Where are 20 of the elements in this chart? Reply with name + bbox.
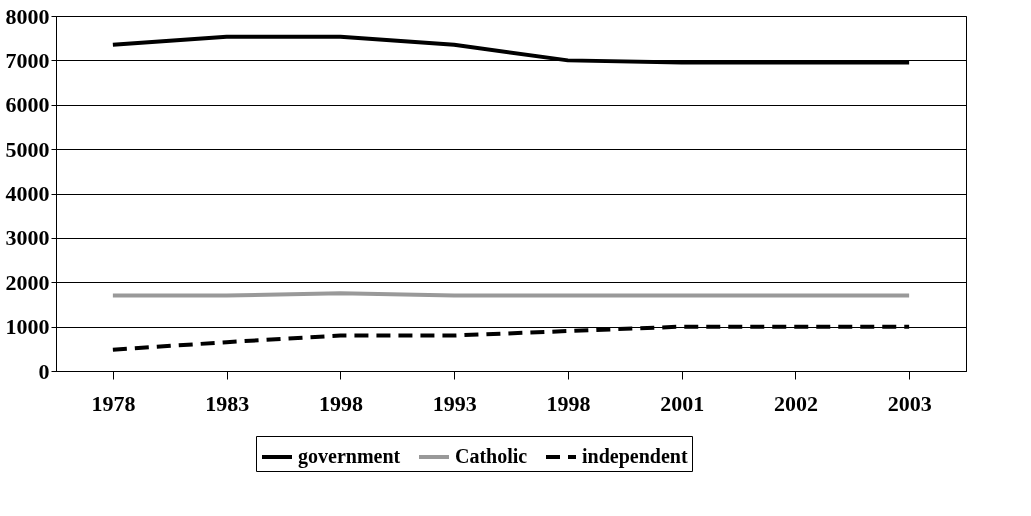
y-tick-label: 0	[38, 358, 50, 384]
x-tick-label: 1993	[432, 390, 477, 416]
y-tick-label: 2000	[5, 269, 50, 295]
legend-label: independent	[582, 445, 688, 468]
y-tick-label: 6000	[5, 92, 50, 118]
y-tick-label: 3000	[5, 225, 50, 251]
x-tick-label: 1998	[318, 390, 363, 416]
legend-label: government	[298, 445, 401, 468]
x-tick-label: 1998	[546, 390, 591, 416]
x-tick-label: 2001	[660, 390, 705, 416]
x-tick-label: 1983	[205, 390, 250, 416]
legend-label: Catholic	[455, 445, 528, 467]
y-tick-label: 7000	[5, 47, 50, 73]
y-tick-label: 5000	[5, 136, 50, 162]
y-tick-label: 1000	[5, 314, 50, 340]
x-tick-label: 1978	[91, 390, 136, 416]
x-tick-label: 2002	[773, 390, 818, 416]
y-tick-label: 8000	[5, 3, 50, 29]
x-tick-label: 2003	[887, 390, 932, 416]
y-tick-label: 4000	[5, 181, 50, 206]
